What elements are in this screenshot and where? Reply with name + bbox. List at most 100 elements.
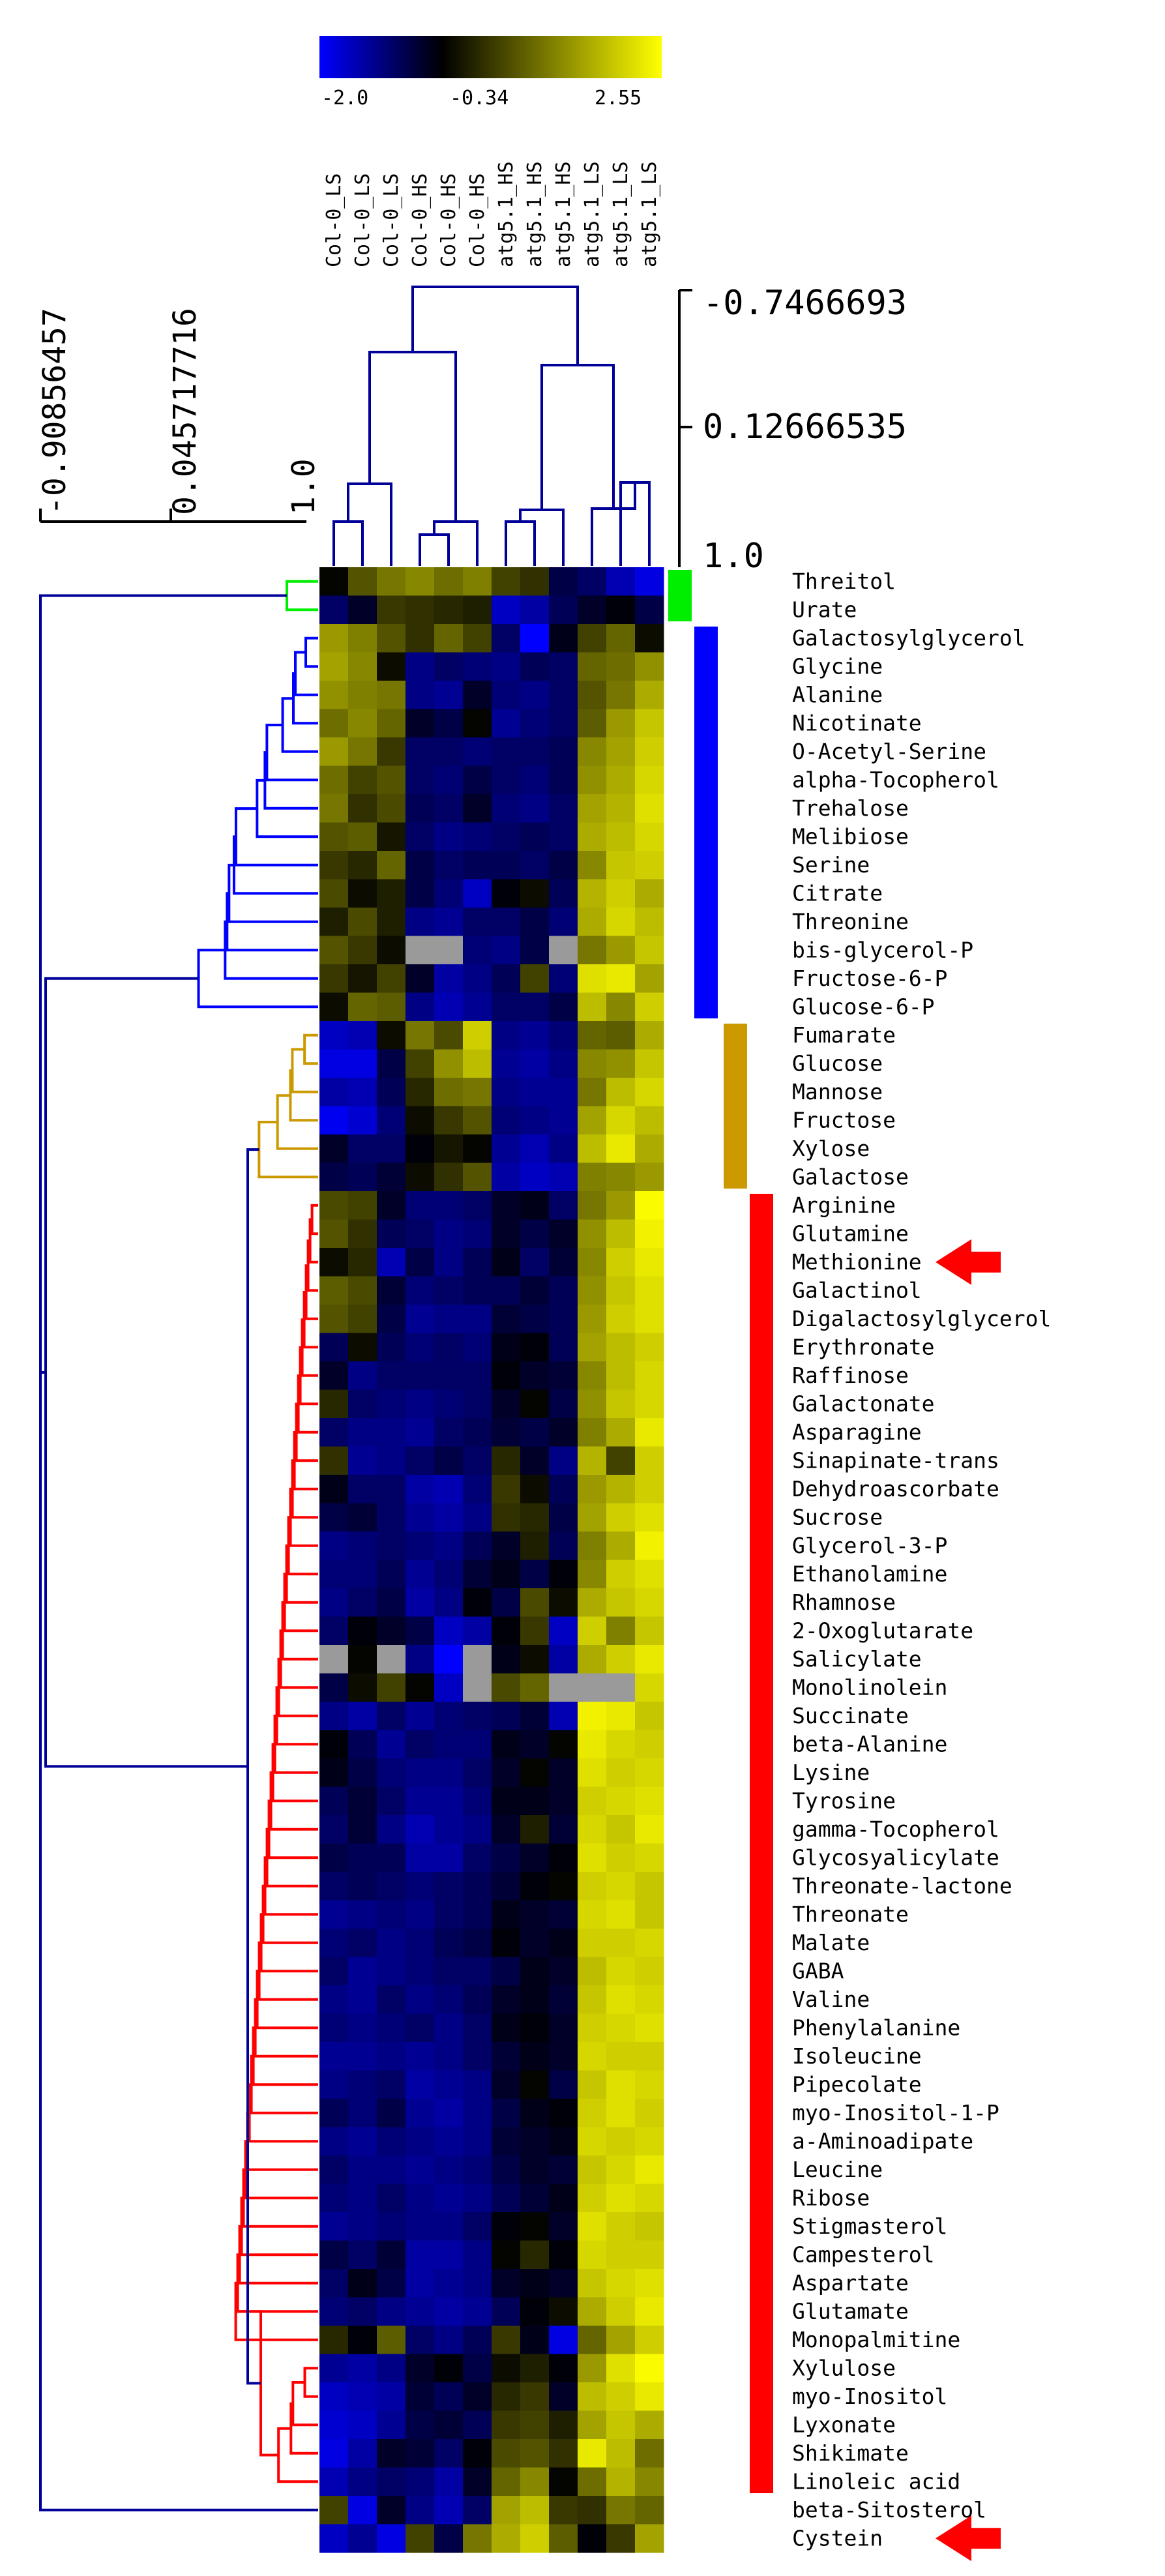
heatmap-cell: [406, 2184, 435, 2213]
row-dendrogram-branch: [256, 778, 318, 838]
heatmap-cell: [492, 2013, 521, 2043]
heatmap-cell: [578, 652, 607, 681]
heatmap-cell: [434, 2127, 464, 2156]
heatmap-cell: [463, 992, 492, 1022]
heatmap-cell: [578, 1532, 607, 1560]
heatmap-cell: [635, 794, 664, 823]
heatmap-cell: [463, 879, 492, 908]
heatmap-cell: [606, 1588, 636, 1617]
heatmap-cell: [635, 1900, 664, 1929]
heatmap-cell: [520, 908, 550, 936]
heatmap-cell: [319, 624, 349, 653]
heatmap-cell: [319, 1929, 349, 1957]
heatmap-cell: [348, 1418, 377, 1447]
heatmap-cell: [549, 1191, 578, 1220]
row-label: O-Acetyl-Serine: [792, 739, 986, 764]
row-label: Lyxonate: [792, 2412, 896, 2437]
heatmap-cell: [406, 1985, 435, 2014]
heatmap-cell: [319, 765, 349, 795]
heatmap-cell: [578, 936, 607, 965]
heatmap-cell: [406, 2467, 435, 2496]
heatmap-cell: [492, 1616, 521, 1646]
heatmap-cell: [549, 1730, 578, 1759]
heatmap-cell: [549, 1021, 578, 1050]
heatmap-cell: [319, 2212, 349, 2241]
row-label: Glutamate: [792, 2298, 909, 2324]
heatmap-cell: [406, 1645, 435, 1674]
heatmap-cell: [492, 2269, 521, 2298]
row-label: Threonate: [792, 1901, 909, 1927]
column-label: atg5.1_LS: [638, 161, 661, 267]
heatmap-cell: [520, 1078, 550, 1106]
heatmap-cell: [606, 1503, 636, 1532]
row-label: beta-Sitosterol: [792, 2497, 986, 2523]
heatmap-cell: [406, 652, 435, 681]
column-label: Col-0_LS: [351, 173, 374, 268]
heatmap-cell: [463, 2524, 492, 2553]
heatmap-cell: [463, 1758, 492, 1787]
heatmap-cell: [319, 1872, 349, 1901]
heatmap-cell: [635, 1219, 664, 1249]
row-dendrogram-branch: [240, 2197, 318, 2257]
heatmap-cell: [635, 2240, 664, 2270]
heatmap-cell: [606, 1560, 636, 1589]
heatmap-cell: [520, 1616, 550, 1646]
heatmap-cell: [319, 652, 349, 681]
row-dendrogram-branch: [263, 751, 318, 810]
heatmap-cell: [606, 765, 636, 795]
heatmap-cell: [348, 1900, 377, 1929]
heatmap-cell: [606, 1305, 636, 1333]
heatmap-cell: [492, 1645, 521, 1674]
row-label: Monopalmitine: [792, 2327, 960, 2352]
heatmap-cell: [578, 1361, 607, 1390]
heatmap-cell: [434, 2410, 464, 2440]
heatmap-cell: [578, 1021, 607, 1050]
heatmap-cell: [434, 2013, 464, 2043]
heatmap-cell: [463, 2184, 492, 2213]
heatmap-cell: [635, 879, 664, 908]
heatmap-cell: [578, 1389, 607, 1419]
heatmap-cell: [377, 2070, 406, 2099]
heatmap-cell: [492, 1957, 521, 1986]
heatmap-cell: [348, 624, 377, 653]
heatmap-cell: [319, 1786, 349, 1816]
heatmap-cell: [406, 1588, 435, 1617]
column-label: atg5.1_HS: [552, 161, 575, 267]
heatmap-cell: [319, 851, 349, 880]
heatmap-cell: [377, 1049, 406, 1078]
heatmap-cell: [635, 1475, 664, 1503]
heatmap-cell: [578, 2496, 607, 2524]
heatmap-cell: [406, 2070, 435, 2099]
heatmap-cell: [578, 2155, 607, 2184]
heatmap-cell: [406, 1305, 435, 1333]
heatmap-cell: [635, 1418, 664, 1447]
heatmap-cell: [492, 1134, 521, 1163]
heatmap-cell: [549, 794, 578, 823]
row-label: Arginine: [792, 1192, 896, 1218]
heatmap-cell: [549, 1446, 578, 1475]
heatmap-cell: [606, 1532, 636, 1560]
heatmap-cell: [319, 1305, 349, 1333]
row-dendrogram-branch: [289, 1487, 318, 1547]
heatmap-cell: [434, 1021, 464, 1050]
heatmap-cell: [434, 2042, 464, 2071]
heatmap-cell: [434, 936, 464, 965]
heatmap-cell: [520, 1305, 550, 1333]
heatmap-cell: [549, 1985, 578, 2014]
column-labels: Col-0_LS Col-0_LS Col-0_LS Col-0_HS Col-0_HS…: [323, 161, 661, 267]
heatmap-cell: [549, 765, 578, 795]
heatmap-cell: [377, 1532, 406, 1560]
heatmap-cell: [635, 908, 664, 936]
heatmap-cell: [549, 1305, 578, 1333]
heatmap-cell: [520, 1673, 550, 1702]
heatmap-cell: [549, 2042, 578, 2071]
heatmap-cell: [492, 1786, 521, 1816]
row-dendrogram-branch: [297, 1374, 318, 1434]
heatmap-cell: [406, 2297, 435, 2326]
heatmap-cell: [377, 1418, 406, 1447]
heatmap-cell: [377, 1134, 406, 1163]
heatmap-cell: [406, 2496, 435, 2524]
heatmap-cell: [492, 1758, 521, 1787]
row-label: Ribose: [792, 2185, 870, 2210]
heatmap-cell: [520, 595, 550, 625]
